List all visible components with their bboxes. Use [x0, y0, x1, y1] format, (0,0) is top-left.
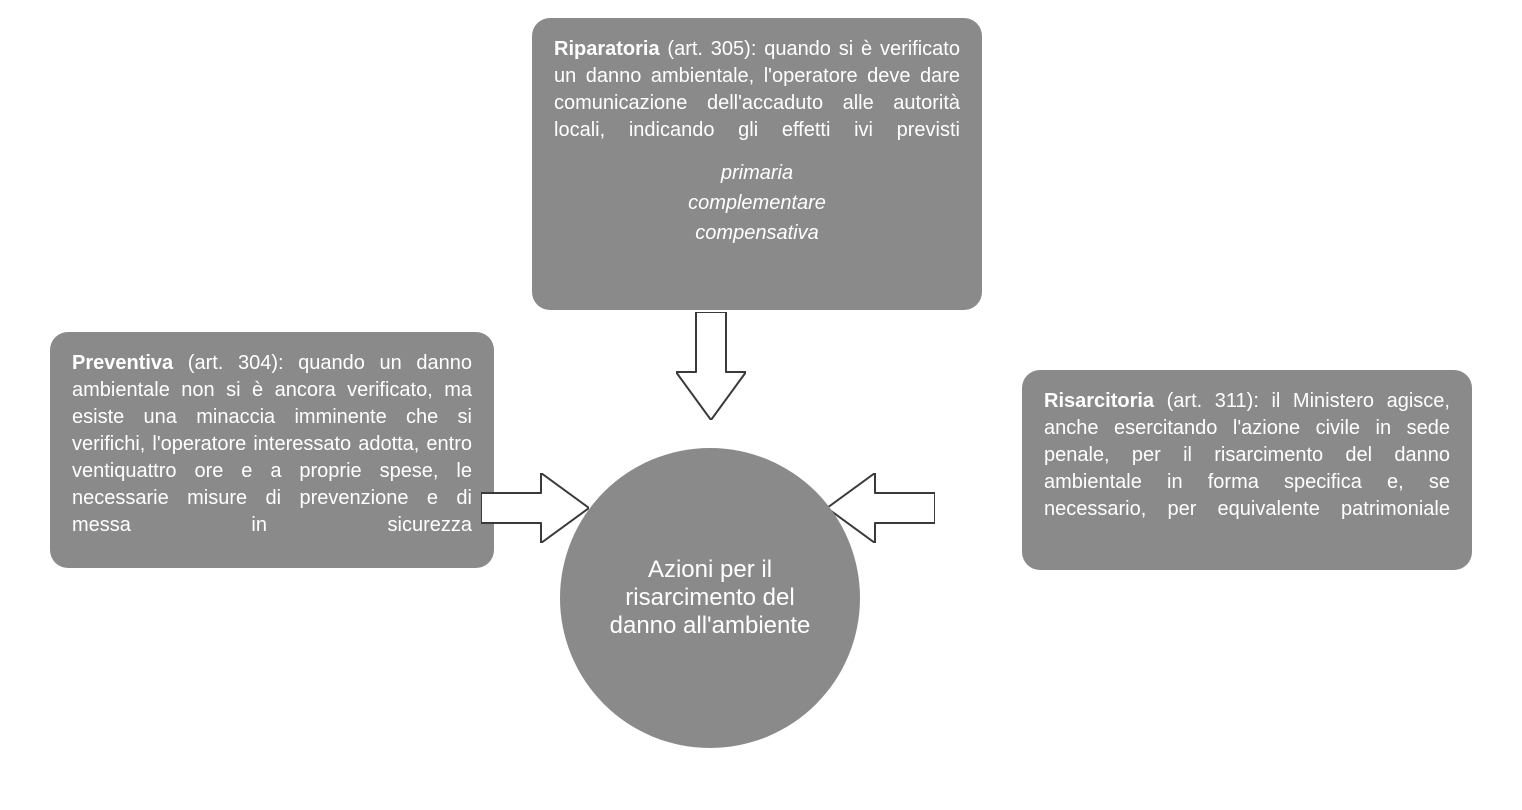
subitem-compensativa: compensativa — [554, 218, 960, 248]
node-preventiva-text: Preventiva (art. 304): quando un danno a… — [72, 350, 472, 539]
node-riparatoria-title: Riparatoria — [554, 38, 660, 60]
node-riparatoria: Riparatoria (art. 305): quando si è veri… — [532, 18, 982, 310]
node-riparatoria-sublist: primaria complementare compensativa — [554, 158, 960, 248]
arrow-left-icon — [481, 473, 589, 543]
arrow-top-icon — [676, 312, 746, 420]
node-preventiva: Preventiva (art. 304): quando un danno a… — [50, 332, 494, 568]
node-risarcitoria-text: Risarcitoria (art. 311): il Ministero ag… — [1044, 388, 1450, 523]
subitem-primaria: primaria — [554, 158, 960, 188]
node-preventiva-title: Preventiva — [72, 352, 173, 374]
center-circle-label: Azioni per il risarcimento del danno all… — [600, 556, 820, 640]
node-riparatoria-text: Riparatoria (art. 305): quando si è veri… — [554, 36, 960, 144]
center-circle: Azioni per il risarcimento del danno all… — [560, 448, 860, 748]
subitem-complementare: complementare — [554, 188, 960, 218]
node-risarcitoria: Risarcitoria (art. 311): il Ministero ag… — [1022, 370, 1472, 570]
node-risarcitoria-title: Risarcitoria — [1044, 390, 1154, 412]
node-preventiva-body: (art. 304): quando un danno ambientale n… — [72, 352, 472, 536]
